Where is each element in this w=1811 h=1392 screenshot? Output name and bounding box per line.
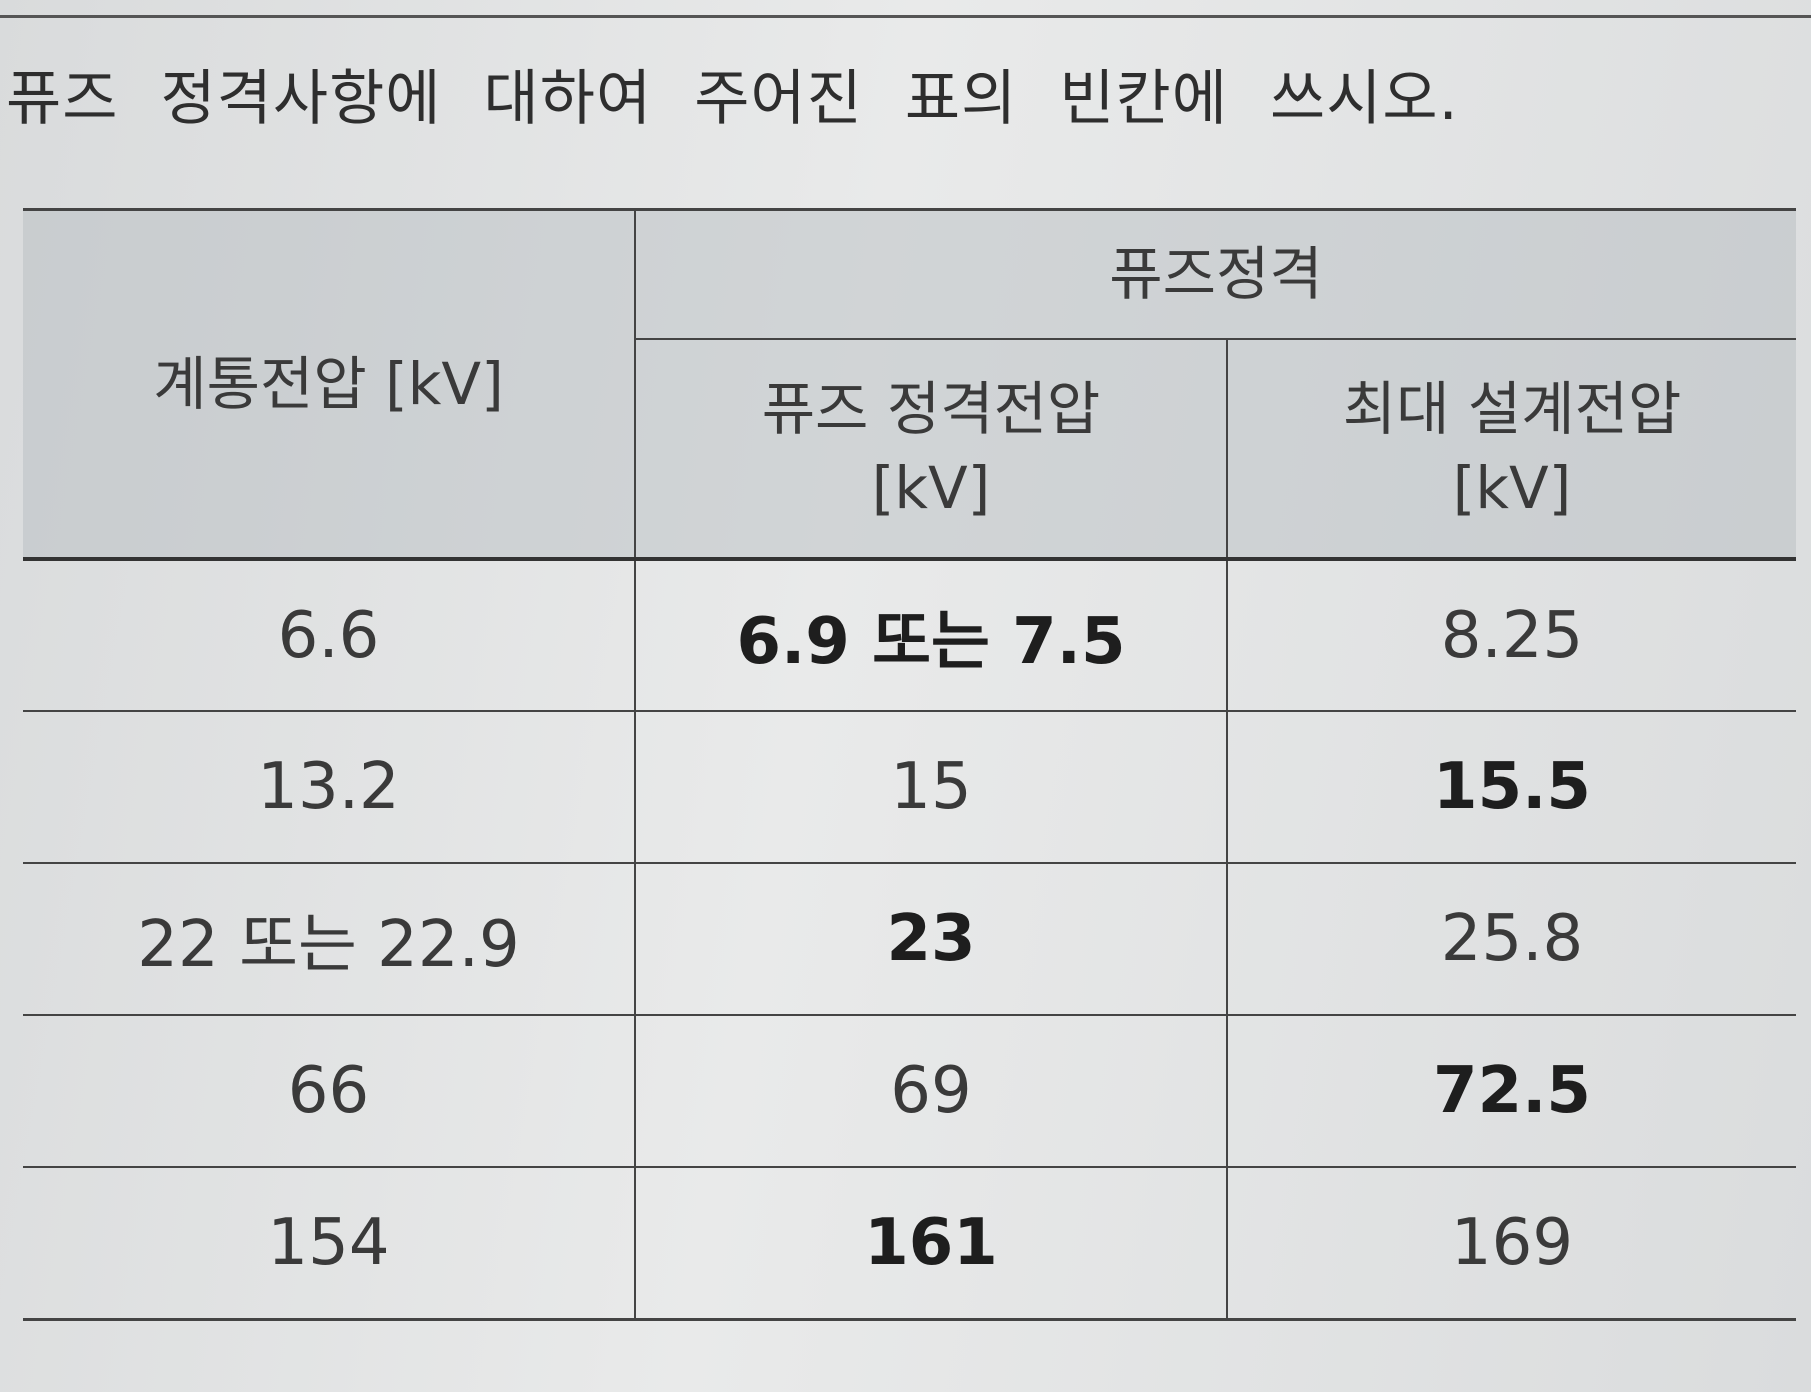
fuse-table: 계통전압 [kV] 퓨즈정격 퓨즈 정격전압 [kV] 최대 설계전압 [kV]… xyxy=(23,208,1797,1321)
top-rule xyxy=(0,15,1811,18)
cell: 66 xyxy=(23,1014,636,1167)
cell: 15 xyxy=(635,710,1228,863)
header-cell: 퓨즈정격 xyxy=(635,209,1797,340)
question: 퓨즈 정격사항에 대하여 주어진 표의 빈칸에 쓰시오. xyxy=(6,64,1459,134)
cell: 8.25 xyxy=(1227,558,1797,711)
header-cell: 계통전압 [kV] xyxy=(23,209,636,559)
table-header: 계통전압 [kV] 퓨즈정격 퓨즈 정격전압 [kV] 최대 설계전압 [kV] xyxy=(23,209,1797,559)
cell: 25.8 xyxy=(1227,862,1797,1015)
row: 13.2 15 15.5 xyxy=(23,710,1797,863)
cell: 72.5 xyxy=(1227,1014,1797,1167)
cell: 15.5 xyxy=(1227,710,1797,863)
cell: 23 xyxy=(635,862,1228,1015)
cell: 169 xyxy=(1227,1166,1797,1321)
cell: 13.2 xyxy=(23,710,636,863)
row: 154 161 169 xyxy=(23,1166,1797,1321)
row: 22 또는 22.9 23 25.8 xyxy=(23,862,1797,1015)
row: 66 69 72.5 xyxy=(23,1014,1797,1167)
cell: 6.9 또는 7.5 xyxy=(635,558,1228,711)
row: 6.6 6.9 또는 7.5 8.25 xyxy=(23,558,1797,711)
table-body: 6.6 6.9 또는 7.5 8.25 13.2 15 15.5 22 또는 2… xyxy=(23,558,1797,1321)
header-cell: 최대 설계전압 [kV] xyxy=(1227,338,1797,559)
cell: 154 xyxy=(23,1166,636,1321)
header-cell: 퓨즈 정격전압 [kV] xyxy=(635,338,1228,559)
cell: 161 xyxy=(635,1166,1228,1321)
cell: 6.6 xyxy=(23,558,636,711)
cell: 22 또는 22.9 xyxy=(23,862,636,1015)
cell: 69 xyxy=(635,1014,1228,1167)
